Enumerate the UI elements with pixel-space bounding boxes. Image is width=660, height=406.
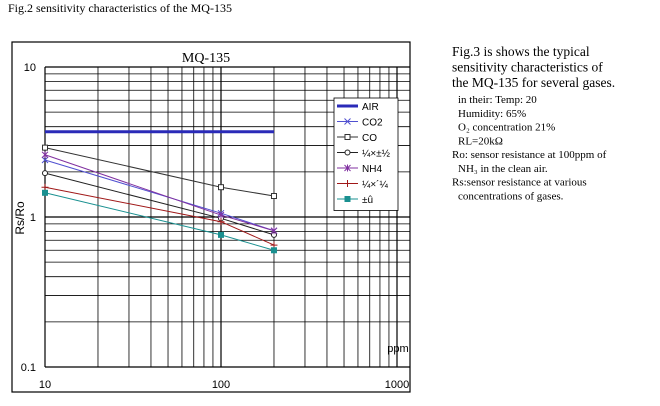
x-tick-label: 1000 [385, 379, 409, 391]
y-tick-label: 0.1 [21, 362, 36, 374]
series-line [44, 172, 275, 236]
marker [344, 164, 351, 172]
note-condition: O₂ concentration 21% [458, 122, 555, 134]
y-axis-label: Rs/Ro [13, 201, 27, 235]
x-tick-label: 100 [212, 379, 230, 391]
note-definition: concentrations of gases. [458, 190, 564, 202]
marker [42, 189, 48, 196]
marker [344, 180, 351, 187]
marker [270, 193, 277, 200]
series-line [44, 186, 275, 246]
marker [41, 183, 49, 191]
series [42, 170, 277, 238]
note-condition: Humidity: 65% [458, 108, 526, 120]
marker [41, 151, 49, 159]
marker [270, 227, 278, 235]
y-tick-label: 10 [24, 62, 36, 74]
legend-label: NH4 [362, 164, 382, 175]
series [41, 151, 278, 235]
series [42, 189, 277, 254]
legend-label: ±û [362, 195, 373, 206]
marker [217, 218, 225, 226]
series [42, 144, 277, 200]
note-definition: Rs:sensor resistance at various [452, 177, 587, 189]
legend-label: CO [362, 133, 377, 144]
marker [42, 144, 48, 151]
marker [218, 231, 224, 238]
note-definition: Ro: sensor resistance at 100ppm of [452, 149, 607, 161]
series-line [44, 192, 275, 251]
legend-box [333, 97, 399, 211]
marker [41, 156, 49, 164]
note-condition: RL=20kΩ [458, 135, 503, 147]
chart-title: MQ-135 [182, 51, 230, 66]
legend-label: AIR [362, 102, 379, 113]
marker [42, 170, 48, 177]
note-heading: Fig.3 is shows the typical [452, 44, 590, 59]
marker [344, 118, 351, 125]
legend-label: CO2 [362, 118, 383, 129]
x-axis-label: ppm [387, 343, 408, 355]
marker [344, 149, 351, 156]
note-definition: NH₃ in the clean air. [458, 163, 548, 175]
note-heading: the MQ-135 for several gases. [452, 75, 615, 90]
marker [218, 184, 224, 191]
caption: Fig.2 sensitivity characteristics of the… [8, 1, 232, 15]
note-condition: in their: Temp: 20 [458, 94, 537, 106]
legend-label: ¼×´¼ [362, 179, 389, 191]
series [41, 156, 278, 235]
legend-label: ¼×±½ [362, 148, 391, 160]
series [41, 183, 278, 249]
x-tick-label: 10 [39, 379, 51, 391]
marker [217, 211, 225, 219]
y-tick-label: 1 [30, 212, 36, 224]
note-heading: sensitivity characteristics of [452, 60, 603, 75]
marker [344, 134, 351, 140]
marker [344, 196, 351, 202]
marker [270, 247, 277, 254]
